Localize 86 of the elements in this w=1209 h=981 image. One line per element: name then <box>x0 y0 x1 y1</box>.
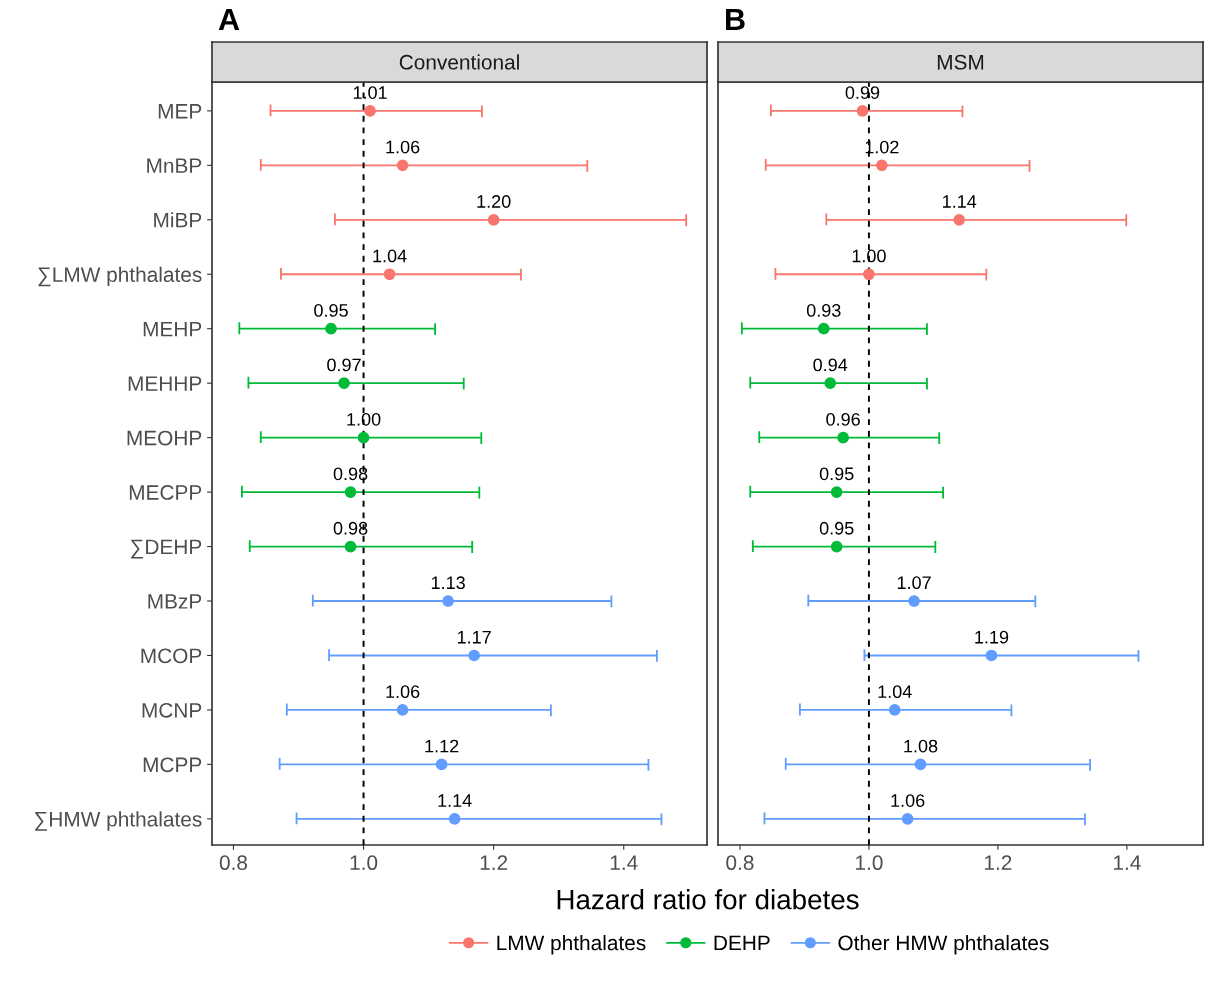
x-tick-label: 0.8 <box>219 855 248 871</box>
point <box>901 813 914 825</box>
y-tick-label: MiBP <box>154 212 202 228</box>
x-tick-label: 1.4 <box>1114 855 1141 870</box>
data-label: 1.06 <box>386 685 420 699</box>
data-label: 1.01 <box>353 86 387 99</box>
data-label: 0.95 <box>819 521 854 535</box>
point <box>357 431 370 444</box>
point <box>856 105 869 117</box>
y-tick-label: ∑LMW phthalates <box>38 266 202 287</box>
point <box>435 758 448 771</box>
legend-label: LMW phthalates <box>497 934 646 955</box>
data-label: 0.97 <box>327 358 361 372</box>
point <box>837 431 849 444</box>
point <box>830 540 843 553</box>
y-tick-label: ∑HMW phthalates <box>35 811 202 831</box>
data-label: 1.17 <box>457 630 491 644</box>
data-label: 1.04 <box>878 685 912 699</box>
point <box>442 595 454 607</box>
data-label: 0.94 <box>813 358 848 372</box>
data-label: 1.14 <box>438 794 472 807</box>
legend-label: DEHP <box>714 935 770 951</box>
y-tick-label: MEOHP <box>127 430 202 446</box>
point <box>364 105 376 117</box>
data-label: 0.96 <box>826 412 860 426</box>
point <box>338 377 350 390</box>
data-label: 1.07 <box>897 576 931 590</box>
point <box>468 649 480 662</box>
data-label: 0.98 <box>333 521 368 535</box>
point <box>448 813 461 825</box>
data-label: 0.95 <box>314 304 348 317</box>
y-tick-label: MCPP <box>143 757 202 773</box>
legend-label: Other HMW phthalates <box>838 934 1049 955</box>
y-tick-label: MEHP <box>143 321 202 337</box>
chart-title: MSM <box>937 54 984 70</box>
point <box>325 322 337 335</box>
x-tick-label: 1.2 <box>480 855 508 870</box>
point <box>396 159 409 172</box>
point <box>875 159 888 172</box>
y-tick-label: MEP <box>158 104 202 119</box>
x-axis-title: Hazard ratio for diabetes <box>557 889 859 910</box>
x-tick-label: 1.2 <box>985 855 1012 870</box>
data-label: 0.99 <box>845 86 880 99</box>
y-tick-label: MEHHP <box>128 376 202 391</box>
point <box>817 322 830 335</box>
y-tick-label: MCNP <box>142 702 202 718</box>
point <box>953 213 966 226</box>
data-label: 0.98 <box>333 467 368 481</box>
data-label: 1.00 <box>347 412 381 426</box>
x-tick-label: 1.4 <box>610 855 638 870</box>
y-tick-label: MnBP <box>147 158 202 173</box>
point <box>830 486 843 498</box>
x-tick-label: 1.0 <box>856 855 883 871</box>
point <box>824 377 837 390</box>
data-label: 0.93 <box>806 304 841 317</box>
data-label: 1.04 <box>373 249 407 263</box>
data-label: 1.13 <box>431 576 465 590</box>
data-label: 0.95 <box>819 467 854 481</box>
text: A <box>218 8 240 30</box>
point <box>396 704 409 716</box>
data-label: 1.14 <box>943 195 977 208</box>
data-label: 1.08 <box>904 739 938 753</box>
point <box>344 486 357 498</box>
point <box>344 540 357 553</box>
data-label: 1.06 <box>891 794 925 807</box>
data-label: 1.19 <box>975 630 1009 644</box>
y-tick-label: ∑DEHP <box>131 539 202 559</box>
point <box>888 704 901 716</box>
text: B <box>726 8 745 30</box>
y-tick-label: MECPP <box>129 485 202 500</box>
point <box>383 268 396 281</box>
data-label: 1.12 <box>425 739 459 753</box>
data-label: 1.06 <box>386 140 420 154</box>
point <box>487 213 500 226</box>
data-label: 1.02 <box>865 140 899 154</box>
data-label: 1.00 <box>852 249 886 263</box>
point <box>985 649 998 662</box>
data-label: 1.20 <box>477 195 511 208</box>
point <box>908 595 920 607</box>
point <box>914 758 927 771</box>
x-tick-label: 0.8 <box>726 855 754 871</box>
y-tick-label: MCOP <box>141 648 202 664</box>
x-tick-label: 1.0 <box>350 855 378 871</box>
point <box>863 268 875 281</box>
chart-title: Conventional <box>399 54 519 70</box>
y-tick-label: MBzP <box>148 594 202 609</box>
